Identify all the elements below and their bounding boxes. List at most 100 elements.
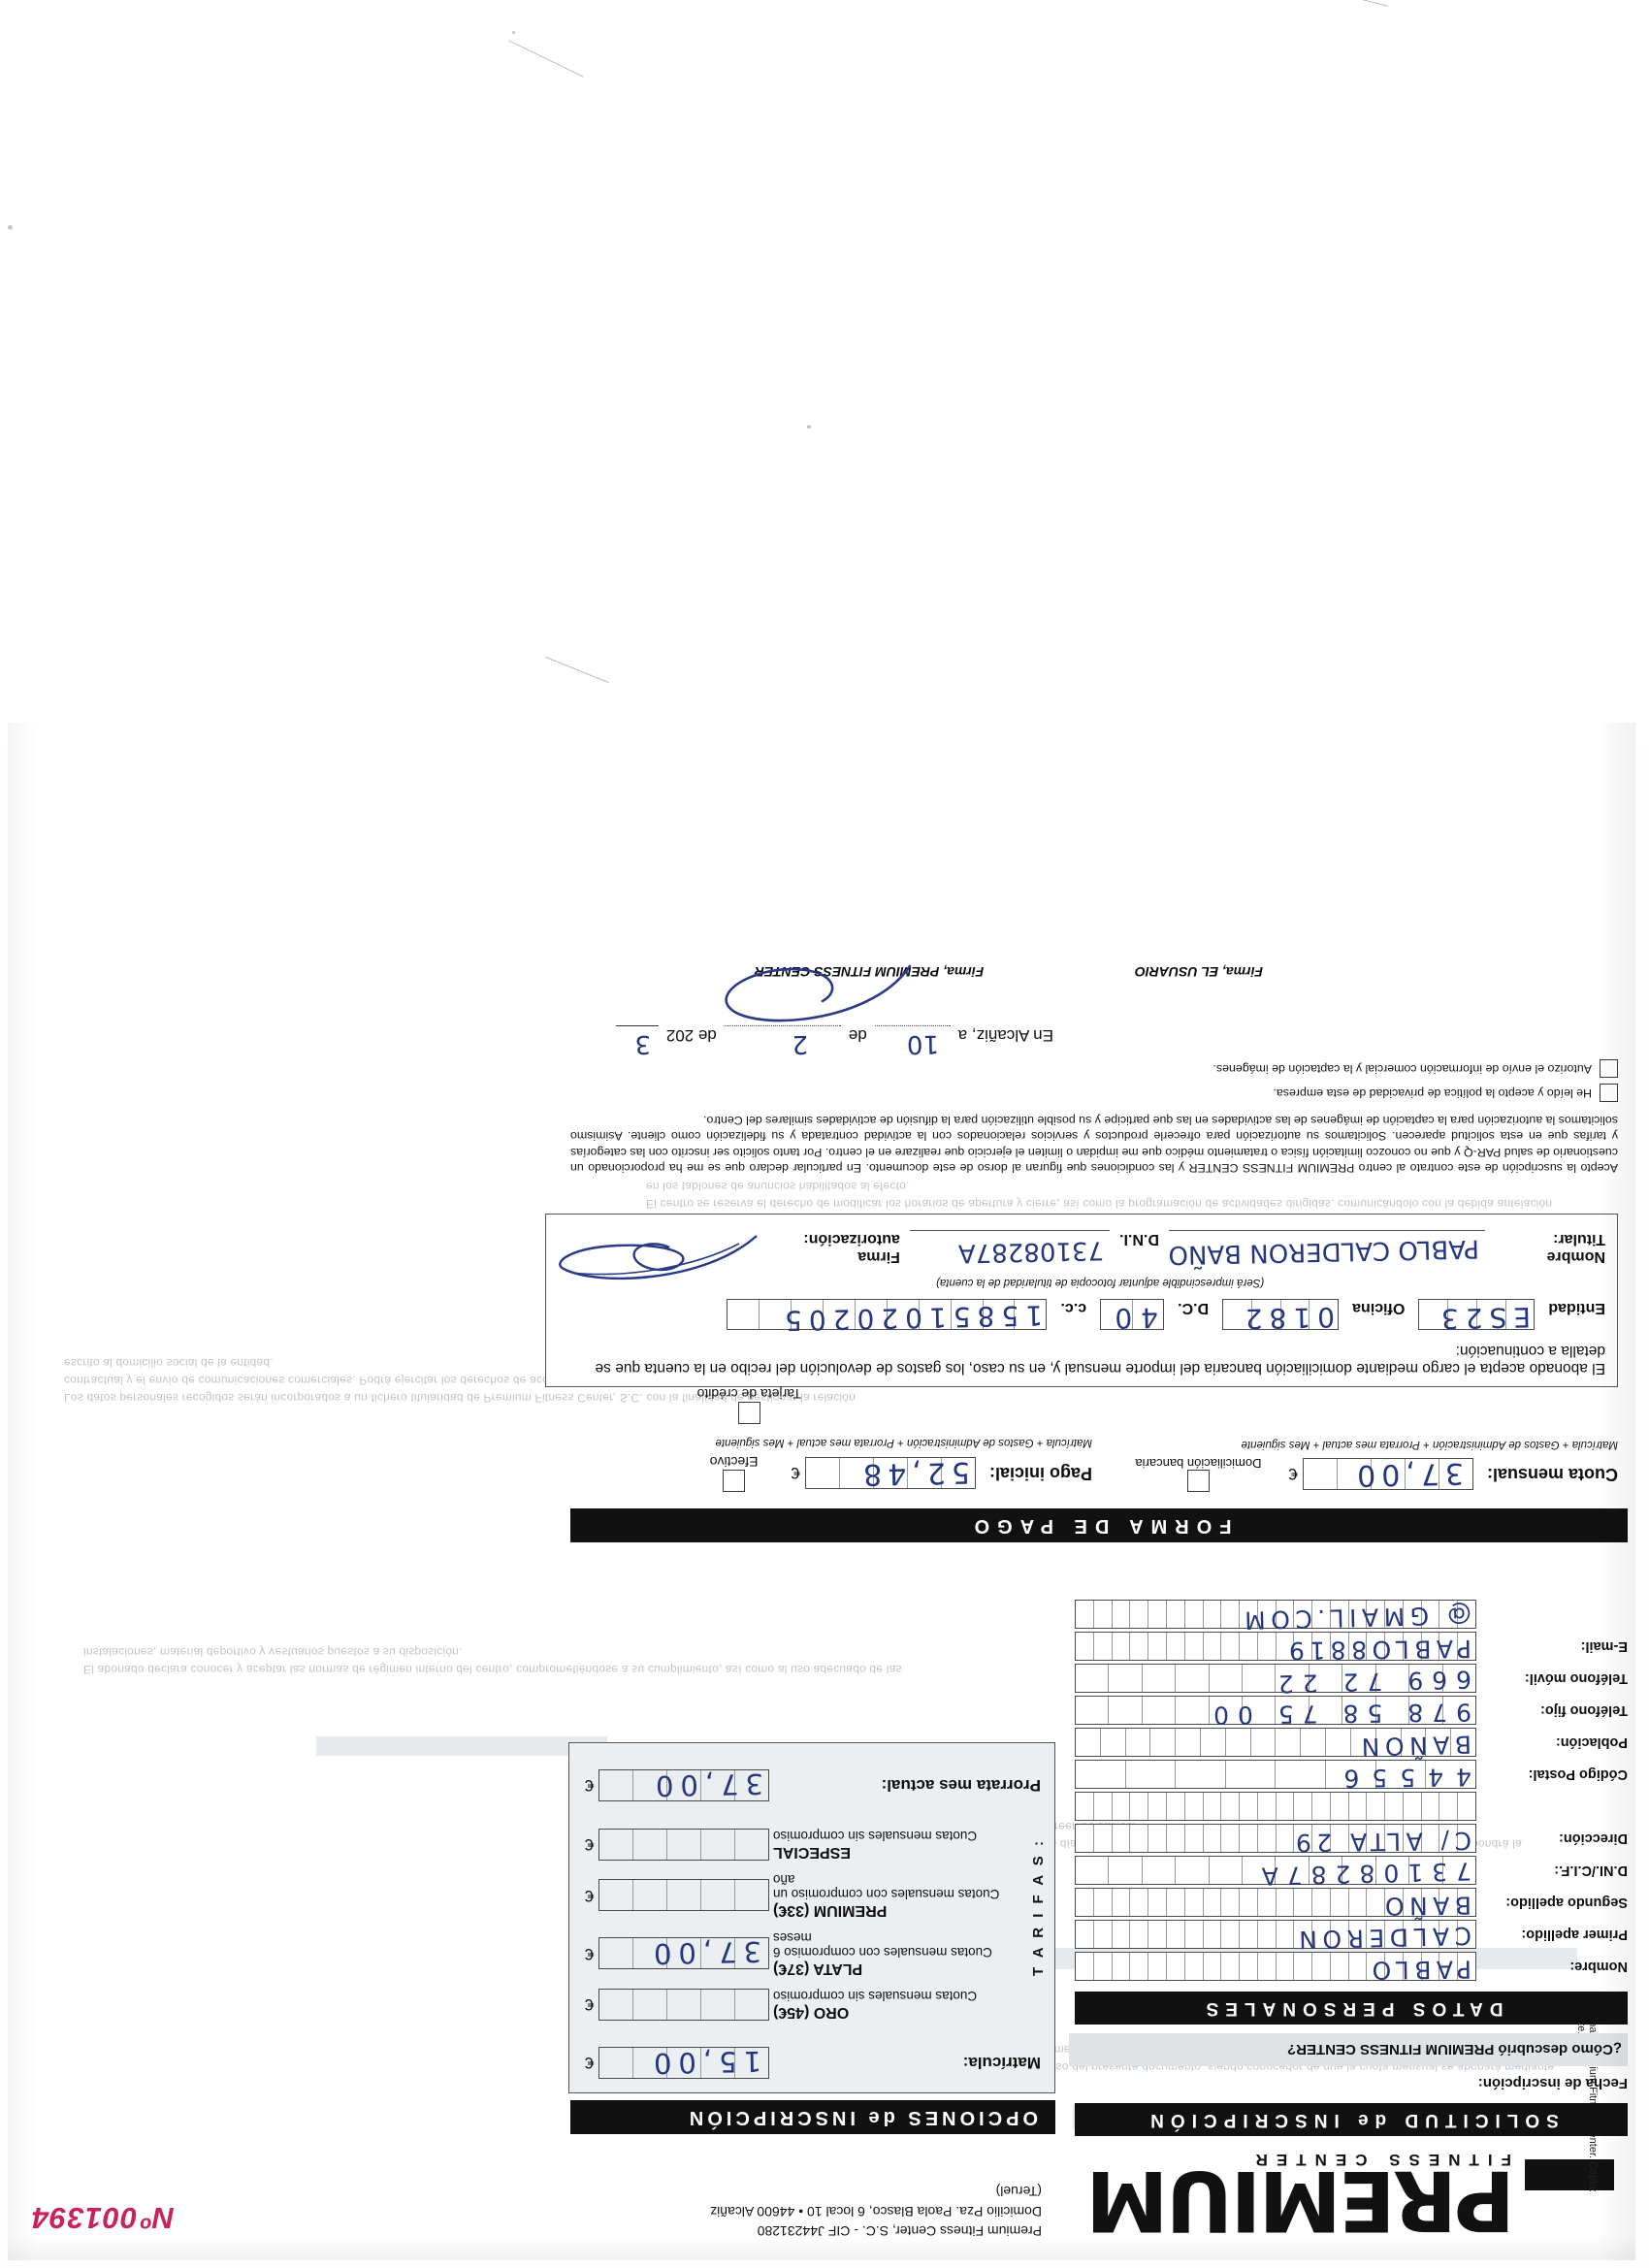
field-comb-wrapper[interactable]: PABLO8819 [1075,1632,1476,1665]
field-comb-wrapper[interactable] [1075,1792,1476,1821]
datos-personales-row[interactable]: Dirección: C/ ALTA 29 [1075,1824,1628,1857]
imagenes-label: Autorizo el envío de información comerci… [1212,1062,1592,1077]
domiciliacion-checkbox[interactable] [1186,1470,1210,1492]
field-label: E-mail: [1580,1638,1628,1654]
firma-autorizacion-label: Firma autorización: [803,1230,900,1265]
firma-autorizacion-field[interactable] [558,1230,759,1280]
field-handwritten-value: 669 72 22 [1269,1665,1472,1699]
signature-scribble [559,1234,759,1280]
field-handwritten-value: 73108287A [1252,1857,1472,1891]
imagenes-checkbox[interactable] [1600,1059,1618,1079]
field-comb-boxes[interactable] [1075,1792,1476,1821]
field-comb-wrapper[interactable]: BAÑO [1075,1888,1476,1921]
tarifa-name: ESPECIAL [773,1844,852,1861]
cuota-mensual-label: Cuota mensual: [1486,1464,1618,1484]
serial-value: 001394 [31,2201,138,2235]
efectivo-checkbox[interactable] [723,1470,746,1492]
legal-paragraph: Acepto la suscripción de este contrato a… [570,1113,1618,1175]
nombre-titular-field[interactable]: PABLO CALDERON BAÑO [1168,1229,1486,1269]
tarjeta-label: Tarjeta de crédito [696,1386,801,1402]
tarifa-amount-box[interactable] [598,1829,770,1861]
como-descubrio-row[interactable]: ¿Cómo descubrió PREMIUM FITNESS CENTER? [1069,2033,1628,2066]
cc-label: c.c. [1060,1300,1087,1316]
tarifa-row[interactable]: ESPECIAL Cuotas mensuales sin compromiso… [585,1829,1016,1861]
currency-symbol: € [585,1887,595,1905]
field-comb-wrapper[interactable]: CALDERON [1075,1920,1476,1954]
prorrata-label: Prorrata mes actual: [881,1776,1041,1796]
tarjeta-option[interactable]: Tarjeta de crédito [697,1386,801,1424]
datos-personales-row[interactable] [1075,1792,1628,1821]
field-comb-wrapper[interactable]: 73108287A [1075,1856,1476,1891]
datos-personales-row[interactable]: Teléfono móvil: 669 72 22 [1075,1664,1628,1699]
datos-personales-row[interactable]: Código Postal: 44556 [1075,1760,1628,1793]
cc-handwritten: 15851020205 [778,1299,1044,1337]
field-comb-wrapper[interactable]: BAÑON [1075,1728,1476,1761]
field-handwritten-value: @ GMAIL.COM [1239,1601,1472,1635]
lugar-label: En Alcañiz, a [957,1026,1053,1045]
field-label: Nombre: [1569,1959,1628,1974]
field-comb-wrapper[interactable]: 978 58 75 00 [1075,1696,1476,1730]
datos-personales-section: DATOS PERSONALES [1075,1992,1628,2025]
tarifa-amount-box[interactable] [598,1989,770,2021]
imagenes-consent-row[interactable]: Autorizo el envío de información comerci… [570,1059,1618,1079]
currency-symbol: € [791,1464,800,1483]
fecha-inscripcion-row[interactable]: Fecha de inscripción: [1075,2075,1628,2091]
tarifas-vertical-label: T A R I F A S : [1030,1838,1047,1976]
pago-inicial-amount[interactable]: 52,48 € [791,1454,976,1492]
brand-logo: PREMIUM FITNESS CENTER [1071,2150,1614,2249]
company-details: Premium Fitness Center, S.C. - CIF J4423… [693,2182,1042,2241]
serial-number: Nº 001394 [31,2200,175,2235]
anio-handwritten: 3 [633,1028,652,1059]
privacidad-consent-row[interactable]: He leído y acepto la política de privaci… [570,1084,1618,1103]
tarifa-amount-box[interactable] [598,1879,770,1912]
logo-wordmark: PREMIUM [1088,2152,1515,2249]
serial-prefix: Nº [141,2201,175,2235]
prorrata-handwritten: 37,00 [649,1766,764,1803]
currency-symbol: € [1288,1465,1298,1484]
field-comb-wrapper[interactable]: @ GMAIL.COM [1075,1600,1476,1635]
iban-row[interactable]: Entidad ES23 Oficina 0182 D.C. 40 c.c. [558,1299,1605,1337]
dni-field[interactable]: 73108287A [909,1229,1111,1267]
prorrata-amount[interactable]: 37,00 € [585,1766,770,1803]
field-handwritten-value: BAÑO [1379,1891,1472,1921]
cuota-mensual-amount[interactable]: 37,00 € [1288,1455,1473,1493]
anio-field[interactable]: 3 [615,1025,659,1058]
datos-personales-band: DATOS PERSONALES [1075,1992,1628,2025]
tarifa-row[interactable]: PREMIUM (33€) Cuotas mensuales con compr… [585,1872,1016,1919]
datos-personales-row[interactable]: D.NI./C.I.F.: 73108287A [1075,1856,1628,1891]
tarifa-row[interactable]: ORO (45€) Cuotas mensuales sin compromis… [585,1989,1016,2021]
tarjeta-checkbox[interactable] [737,1402,760,1424]
firma-usuario-block[interactable]: Firma, EL USUARIO [1053,964,1344,980]
pago-inicial-handwritten: 52,48 [857,1454,971,1492]
company-address: Domicilio Pza. Paola Blasco, 6 local 10 … [710,2184,1042,2219]
field-comb-wrapper[interactable]: 44556 [1075,1760,1476,1793]
cuota-mensual-block: Cuota mensual: 37,00 € Domiciliación ban… [1114,1437,1618,1492]
field-comb-wrapper[interactable]: PABLO [1075,1952,1476,1985]
matricula-amount[interactable]: 15,00 € [585,2045,770,2080]
pago-inicial-note: Matrícula + Gastos de Administración + P… [715,1437,1092,1448]
domiciliacion-option[interactable]: Domiciliación bancaria [1135,1456,1262,1492]
currency-symbol: € [585,1995,595,2015]
datos-personales-row[interactable]: Teléfono fijo: 978 58 75 00 [1075,1696,1628,1730]
datos-personales-row[interactable]: Primer apellido: CALDERON [1075,1920,1628,1954]
field-handwritten-value: CALDERON [1293,1921,1472,1955]
tarifa-row[interactable]: PLATA (37€) Cuotas mensuales con comprom… [585,1930,1016,1977]
datos-personales-row[interactable]: @ GMAIL.COM [1075,1600,1628,1635]
datos-personales-row[interactable]: Población: BAÑON [1075,1728,1628,1761]
opciones-band-title: OPCIONES de INSCRIPCIÓN [570,2100,1055,2134]
privacidad-checkbox[interactable] [1600,1084,1618,1103]
efectivo-option[interactable]: Efectivo [710,1454,759,1492]
cuota-mensual-handwritten: 37,00 [1350,1455,1465,1493]
field-label: Primer apellido: [1521,1927,1628,1942]
firma-centro-block[interactable]: Firma, PREMIUM FITNESS CENTER [704,964,1034,1022]
tarifa-sub: Cuotas mensuales con compromiso 6 meses [773,1930,992,1960]
datos-personales-row[interactable]: Segundo apellido: BAÑO [1075,1888,1628,1921]
tarifa-sub: Cuotas mensuales sin compromiso [773,1989,978,2003]
titular-row[interactable]: Nombre Titular: PABLO CALDERON BAÑO D.N.… [558,1229,1605,1280]
field-comb-wrapper[interactable]: C/ ALTA 29 [1075,1824,1476,1857]
datos-personales-row[interactable]: E-mail: PABLO8819 [1075,1632,1628,1665]
field-comb-wrapper[interactable]: 669 72 22 [1075,1664,1476,1699]
dc-label: D.C. [1178,1300,1210,1316]
fecha-label: Fecha de inscripción: [1477,2075,1628,2091]
datos-personales-row[interactable]: Nombre: PABLO [1075,1952,1628,1985]
